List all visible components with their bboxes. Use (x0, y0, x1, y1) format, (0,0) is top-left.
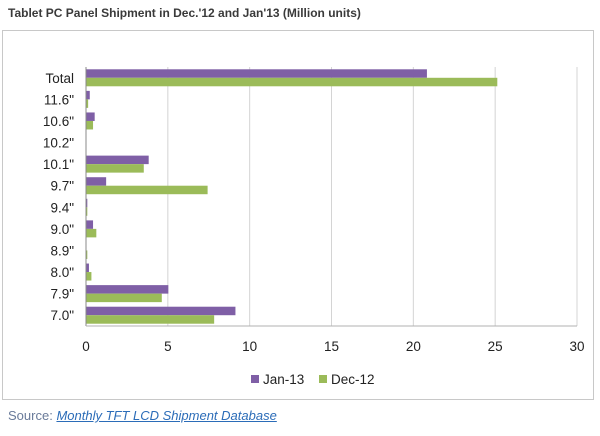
x-tick-label: 0 (82, 339, 90, 354)
bar-jan-13 (86, 263, 89, 273)
legend-swatch-dec-12 (319, 375, 327, 383)
y-tick-label: 11.6" (44, 92, 74, 107)
bar-dec-12 (86, 99, 89, 108)
bar-dec-12 (86, 207, 88, 216)
grid-lines (167, 67, 578, 326)
legend-swatch-jan-13 (251, 375, 259, 383)
bar-jan-13 (86, 112, 95, 121)
source-link[interactable]: Monthly TFT LCD Shipment Database (56, 408, 277, 423)
bars (86, 69, 498, 324)
bar-jan-13 (86, 155, 149, 165)
source-prefix: Source: (8, 408, 53, 423)
x-tick-label: 5 (164, 339, 172, 354)
x-tick-label: 30 (569, 339, 584, 354)
x-tick-label: 15 (324, 339, 339, 354)
bar-jan-13 (86, 90, 90, 100)
bar-jan-13 (86, 306, 236, 316)
x-tick-label: 10 (242, 339, 257, 354)
bar-dec-12 (86, 164, 144, 173)
bar-jan-13 (86, 69, 427, 78)
legend-label-jan-13: Jan-13 (263, 372, 304, 387)
bar-dec-12 (86, 120, 94, 130)
x-tick-label: 25 (488, 339, 503, 354)
chart-frame: 0 5 10 15 20 25 30 Total 11.6" 10.6" 10.2" 10.1" 9.7… (2, 30, 594, 400)
y-tick-label: 9.7" (50, 179, 74, 194)
bar-dec-12 (86, 77, 498, 87)
legend: Jan-13 Dec-12 (251, 372, 375, 387)
tick-labels: 0 5 10 15 20 25 30 Total 11.6" 10.6" 10.2" 10.1" 9.7… (43, 71, 585, 354)
y-tick-label: 10.1" (43, 157, 74, 172)
y-tick-label: 9.4" (50, 200, 74, 215)
y-tick-label: 10.2" (43, 136, 74, 151)
bar-chart: 0 5 10 15 20 25 30 Total 11.6" 10.6" 10.2" 10.1" 9.7… (43, 67, 585, 387)
bar-jan-13 (86, 285, 169, 294)
y-tick-label: 10.6" (43, 114, 74, 129)
axes (85, 67, 577, 327)
y-tick-label: 7.0" (50, 308, 74, 323)
y-tick-label: 8.0" (50, 265, 74, 280)
bar-dec-12 (86, 315, 215, 324)
y-tick-label: 9.0" (50, 222, 74, 237)
y-tick-label: Total (45, 71, 74, 86)
y-tick-label: 7.9" (50, 287, 74, 302)
bar-dec-12 (86, 185, 208, 195)
bar-jan-13 (86, 220, 94, 229)
y-tick-label: 8.9" (50, 243, 74, 258)
bar-dec-12 (86, 228, 97, 238)
bar-jan-13 (86, 177, 107, 186)
x-tick-label: 20 (406, 339, 421, 354)
bar-dec-12 (86, 250, 88, 259)
bar-jan-13 (86, 198, 88, 208)
legend-label-dec-12: Dec-12 (331, 372, 375, 387)
bar-dec-12 (86, 293, 162, 303)
source-line: Source: Monthly TFT LCD Shipment Databas… (8, 408, 277, 423)
bar-dec-12 (86, 272, 92, 281)
chart-title: Tablet PC Panel Shipment in Dec.'12 and … (8, 6, 361, 20)
